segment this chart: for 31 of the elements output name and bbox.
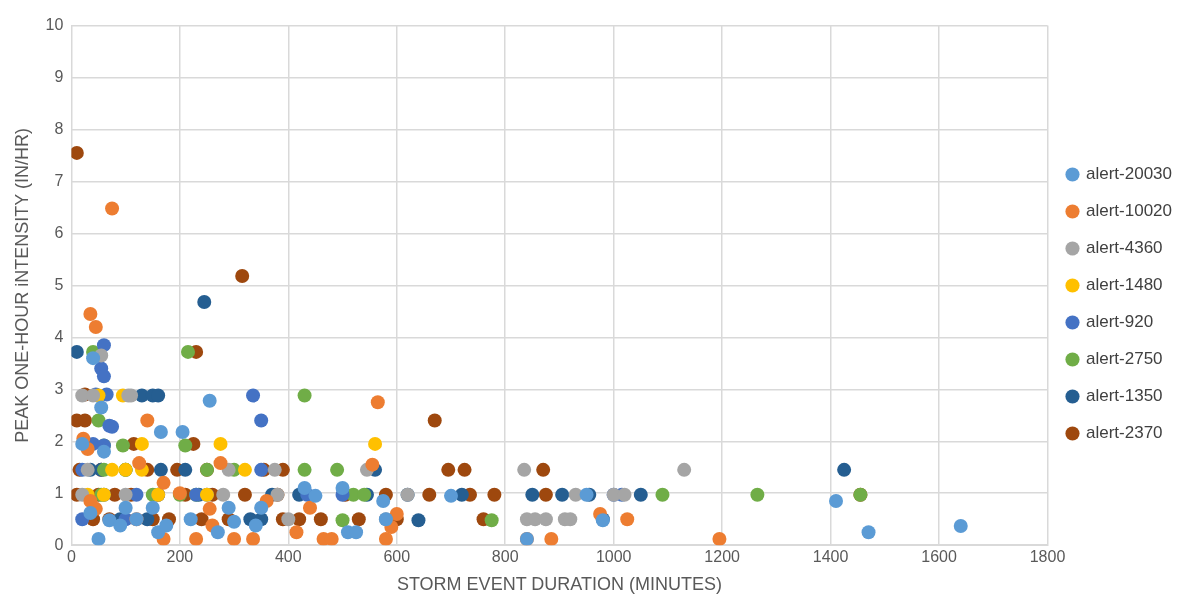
y-tick-label: 2 [54, 431, 64, 449]
legend-label: alert-1480 [1086, 275, 1163, 295]
y-tick-label: 7 [54, 171, 64, 189]
x-tick-label: 800 [491, 548, 519, 566]
x-tick-label: 1400 [812, 548, 849, 566]
y-tick-label: 0 [54, 535, 64, 553]
legend-label: alert-1350 [1086, 386, 1163, 406]
x-tick-label: 600 [383, 548, 411, 566]
y-tick-label: 3 [54, 379, 64, 397]
legend-label: alert-20030 [1086, 164, 1173, 184]
y-tick-label: 6 [54, 223, 64, 241]
legend-label: alert-920 [1086, 312, 1154, 332]
x-tick-label: 200 [166, 548, 194, 566]
x-tick-label: 400 [274, 548, 302, 566]
y-axis-title: PEAK ONE-HOUR iNTENSITY (IN/HR) [11, 128, 32, 443]
y-tick-label: 8 [54, 119, 64, 137]
y-tick-label: 1 [54, 483, 64, 501]
x-tick-label: 1000 [595, 548, 632, 566]
legend-label: alert-4360 [1086, 238, 1163, 258]
y-tick-label: 10 [45, 16, 64, 34]
x-tick-label: 1800 [1029, 548, 1066, 566]
legend-label: alert-2750 [1086, 349, 1163, 369]
legend-label: alert-2370 [1086, 423, 1163, 443]
y-tick-label: 9 [54, 67, 64, 85]
x-tick-label: 1200 [704, 548, 741, 566]
y-tick-label: 5 [54, 275, 64, 293]
x-tick-label: 0 [66, 548, 76, 566]
legend-label: alert-10020 [1086, 201, 1173, 221]
y-tick-label: 4 [54, 327, 64, 345]
x-tick-label: 1600 [921, 548, 957, 566]
x-axis-title: STORM EVENT DURATION (MINUTES) [396, 574, 722, 595]
